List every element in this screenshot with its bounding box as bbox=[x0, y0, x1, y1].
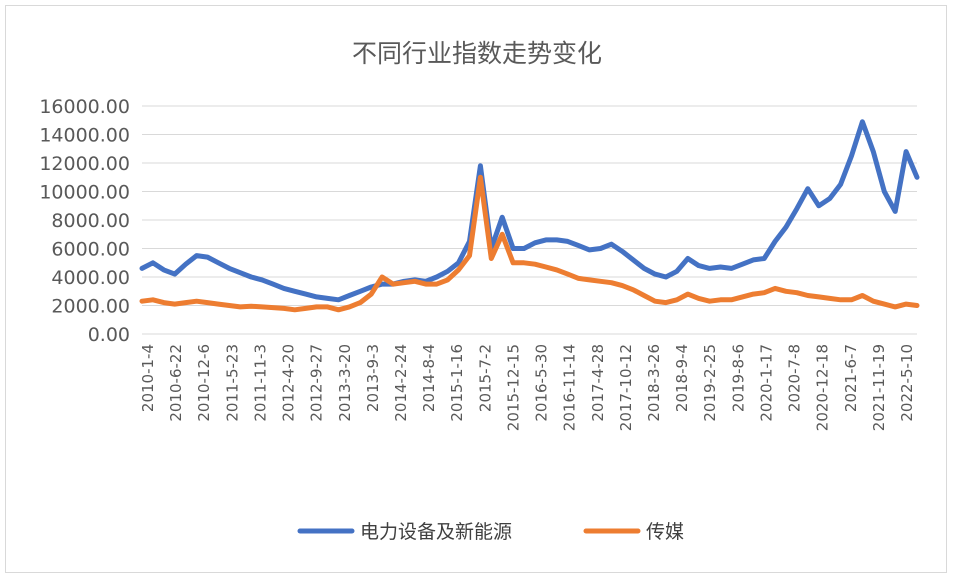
x-tick-label: 2019-8-6 bbox=[729, 344, 747, 412]
y-axis-ticks: 16000.00 14000.00 12000.00 10000.00 8000.00 6… bbox=[39, 96, 130, 346]
line-chart: 不同行业指数走势变化 16000.00 14000.00 12000.00 10000… bbox=[39, 39, 920, 543]
x-tick-label: 2013-3-20 bbox=[336, 344, 354, 422]
y-tick-label: 16000.00 bbox=[39, 96, 130, 118]
x-tick-label: 2011-5-23 bbox=[223, 344, 241, 422]
x-tick-label: 2010-12-6 bbox=[195, 344, 213, 422]
x-tick-label: 2013-9-3 bbox=[364, 344, 382, 412]
series-line-media bbox=[139, 174, 920, 313]
x-tick-label: 2014-2-24 bbox=[392, 344, 410, 422]
chart-title: 不同行业指数走势变化 bbox=[352, 39, 602, 68]
y-tick-label: 14000.00 bbox=[39, 125, 130, 147]
series-layer bbox=[139, 119, 920, 313]
x-tick-label: 2014-8-4 bbox=[420, 344, 438, 412]
legend-label: 传媒 bbox=[646, 521, 684, 543]
x-tick-label: 2020-1-17 bbox=[757, 344, 775, 422]
grid-layer bbox=[142, 105, 917, 335]
x-tick-label: 2015-1-16 bbox=[448, 344, 466, 422]
x-tick-label: 2021-11-19 bbox=[870, 344, 888, 431]
x-tick-label: 2012-4-20 bbox=[280, 344, 298, 422]
x-tick-label: 2015-7-2 bbox=[476, 344, 494, 412]
y-tick-label: 0.00 bbox=[88, 324, 130, 346]
x-tick-label: 2019-2-25 bbox=[701, 344, 719, 422]
x-tick-label: 2012-9-27 bbox=[308, 344, 326, 422]
y-tick-label: 12000.00 bbox=[39, 153, 130, 175]
legend: 电力设备及新能源 传媒 bbox=[297, 521, 684, 543]
x-tick-label: 2017-4-28 bbox=[589, 344, 607, 422]
x-tick-label: 2010-1-4 bbox=[139, 344, 157, 412]
x-tick-label: 2018-3-26 bbox=[645, 344, 663, 422]
x-tick-label: 2020-12-18 bbox=[814, 344, 832, 431]
y-tick-label: 8000.00 bbox=[51, 210, 130, 232]
x-tick-label: 2017-10-12 bbox=[617, 344, 635, 431]
y-tick-label: 6000.00 bbox=[51, 239, 130, 261]
cropped-caption-fragment bbox=[0, 574, 954, 582]
series-line-power-equipment bbox=[139, 119, 920, 303]
y-tick-label: 4000.00 bbox=[51, 267, 130, 289]
x-tick-label: 2015-12-15 bbox=[504, 344, 522, 431]
x-tick-label: 2018-9-4 bbox=[673, 344, 691, 412]
x-tick-label: 2020-7-8 bbox=[786, 344, 804, 412]
x-axis-ticks: 2010-1-4 2010-6-22 2010-12-6 2011-5-23 2011-… bbox=[139, 344, 916, 431]
chart-frame: 不同行业指数走势变化 16000.00 14000.00 12000.00 10000… bbox=[5, 5, 947, 573]
x-tick-label: 2021-6-7 bbox=[842, 344, 860, 412]
x-tick-label: 2010-6-22 bbox=[167, 344, 185, 422]
x-tick-label: 2016-11-14 bbox=[561, 344, 579, 431]
x-tick-label: 2016-5-30 bbox=[533, 344, 551, 422]
x-tick-label: 2011-11-3 bbox=[251, 344, 269, 422]
legend-label: 电力设备及新能源 bbox=[360, 521, 512, 543]
x-tick-label: 2022-5-10 bbox=[898, 344, 916, 422]
y-tick-label: 2000.00 bbox=[51, 296, 130, 318]
y-tick-label: 10000.00 bbox=[39, 182, 130, 204]
